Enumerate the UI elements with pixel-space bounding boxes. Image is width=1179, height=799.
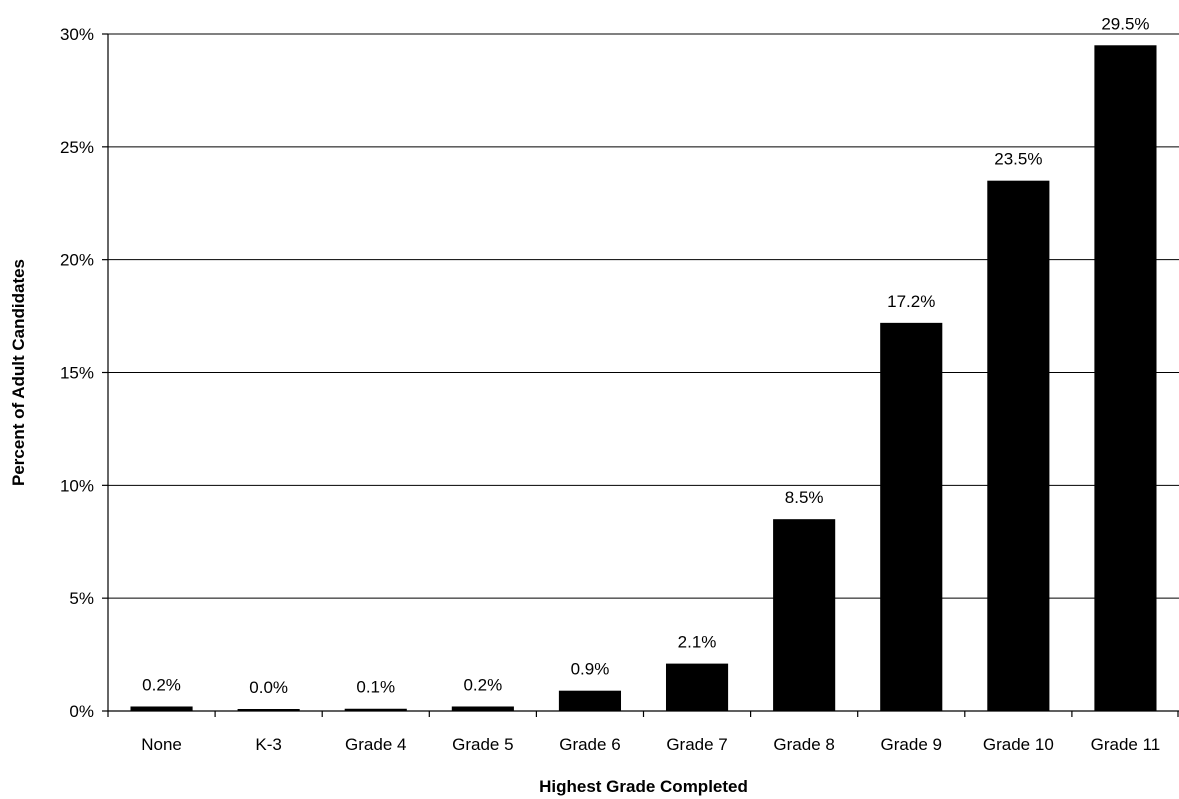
data-label: 0.9% <box>571 660 610 679</box>
bar-grade-5 <box>451 706 514 711</box>
bar-k-3 <box>237 709 300 711</box>
data-label: 0.2% <box>463 675 502 694</box>
data-label: 2.1% <box>678 633 717 652</box>
y-tick-label: 10% <box>60 476 94 495</box>
x-tick-label: Grade 6 <box>559 735 620 754</box>
y-tick-label: 20% <box>60 251 94 270</box>
data-label: 8.5% <box>785 488 824 507</box>
x-tick-label: K-3 <box>255 735 281 754</box>
bar-none <box>130 706 193 711</box>
data-label: 0.2% <box>142 675 181 694</box>
data-label: 17.2% <box>887 292 935 311</box>
x-tick-label: Grade 7 <box>666 735 727 754</box>
y-tick-label: 5% <box>69 589 94 608</box>
x-tick-label: Grade 9 <box>881 735 942 754</box>
bars <box>130 45 1157 712</box>
bar-grade-8 <box>773 519 836 711</box>
y-axis-ticks: 0% 5% 10% 15% 20% 25% 30% <box>60 25 108 721</box>
data-label: 0.0% <box>249 678 288 697</box>
y-axis-title: Percent of Adult Candidates <box>9 259 28 486</box>
bar-grade-4 <box>344 708 407 711</box>
x-tick-label: None <box>141 735 182 754</box>
data-label: 29.5% <box>1101 14 1149 33</box>
x-tick-label: Grade 11 <box>1091 735 1161 754</box>
data-label: 23.5% <box>994 150 1042 169</box>
x-tick-label: Grade 5 <box>452 735 513 754</box>
bar-grade-6 <box>558 690 622 711</box>
bar-grade-11 <box>1094 45 1157 712</box>
x-axis-ticks: None K-3 Grade 4 Grade 5 Grade 6 Grade 7 Grade… <box>107 711 1179 754</box>
data-label: 0.1% <box>356 678 395 697</box>
y-tick-label: 0% <box>69 702 94 721</box>
y-tick-label: 25% <box>60 138 94 157</box>
bar-grade-9 <box>880 322 943 711</box>
x-tick-label: Grade 10 <box>983 735 1054 754</box>
y-tick-label: 30% <box>60 25 94 44</box>
y-tick-label: 15% <box>60 364 94 383</box>
x-axis-title: Highest Grade Completed <box>539 777 748 796</box>
data-labels: 0.2% 0.0% 0.1% 0.2% 0.9% 2.1% 8.5% 17.2% 23.5% 29… <box>142 14 1149 697</box>
bar-grade-10 <box>987 180 1050 711</box>
x-tick-label: Grade 8 <box>773 735 834 754</box>
x-tick-label: Grade 4 <box>345 735 406 754</box>
bar-grade-7 <box>665 663 729 711</box>
